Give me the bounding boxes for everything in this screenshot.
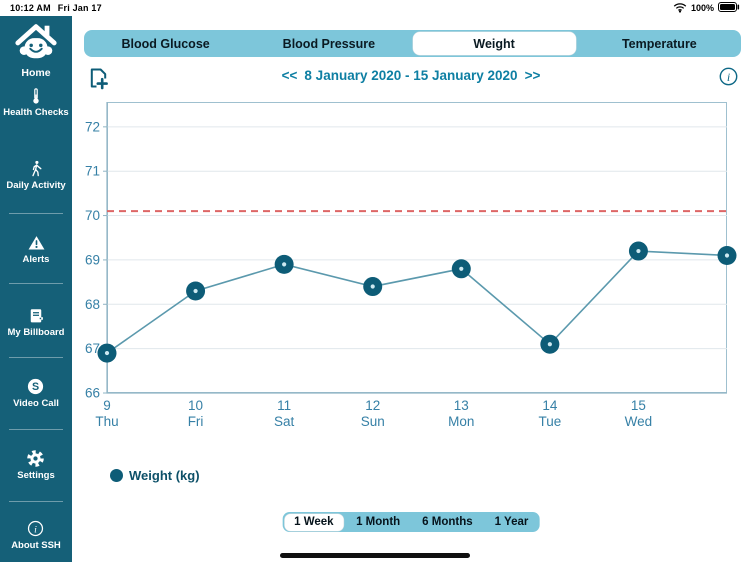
tab-weight[interactable]: Weight: [412, 32, 576, 55]
sidebar-item-label: Home: [21, 67, 51, 79]
range-option-1-year[interactable]: 1 Year: [494, 516, 529, 528]
x-tick-day-label: 11: [277, 398, 291, 413]
date-navigation: << 8 January 2020 - 15 January 2020 >>: [72, 68, 750, 83]
billboard-icon: [27, 307, 45, 325]
x-tick-day-label: 13: [454, 398, 469, 413]
tab-blood-glucose[interactable]: Blood Glucose: [121, 36, 210, 51]
sidebar-item-daily-activity[interactable]: Daily Activity: [6, 160, 66, 191]
sidebar-item-alerts[interactable]: Alerts: [22, 234, 50, 265]
add-record-icon: [90, 68, 108, 90]
sidebar-divider: [9, 501, 63, 502]
y-tick-label: 67: [85, 341, 100, 356]
y-tick-label: 68: [85, 297, 100, 312]
info-icon: i: [719, 67, 738, 86]
y-tick-label: 70: [85, 208, 100, 223]
chart-controls-row: << 8 January 2020 - 15 January 2020 >> i: [72, 64, 750, 92]
alert-triangle-icon: [27, 234, 46, 252]
data-point[interactable]: [628, 241, 648, 261]
next-week-button[interactable]: >>: [524, 68, 541, 83]
range-option-1-month[interactable]: 1 Month: [356, 516, 401, 528]
battery-percent: 100%: [690, 3, 714, 13]
x-tick-weekday-label: Thu: [95, 414, 118, 429]
y-tick-label: 69: [85, 252, 100, 267]
legend-label: Weight (kg): [129, 468, 200, 483]
sidebar-item-label: About SSH: [11, 540, 61, 551]
home-icon: [13, 19, 59, 65]
x-tick-day-label: 9: [103, 398, 111, 413]
sidebar-divider: [9, 357, 63, 358]
x-tick-weekday-label: Fri: [188, 414, 204, 429]
x-tick-weekday-label: Sat: [274, 414, 295, 429]
data-point[interactable]: [540, 334, 560, 354]
date-range-label: 8 January 2020 - 15 January 2020: [304, 68, 518, 83]
status-date: Fri Jan 17: [57, 3, 102, 13]
legend-marker-icon: [110, 469, 123, 482]
sidebar-item-my-billboard[interactable]: My Billboard: [7, 307, 65, 338]
range-option-6-months[interactable]: 6 Months: [422, 516, 473, 528]
prev-week-button[interactable]: <<: [281, 68, 298, 83]
x-tick-weekday-label: Tue: [538, 414, 561, 429]
sidebar-item-video-call[interactable]: S Video Call: [13, 377, 59, 409]
x-tick-weekday-label: Mon: [448, 414, 474, 429]
svg-text:i: i: [727, 70, 730, 84]
x-tick-day-label: 15: [631, 398, 646, 413]
sidebar-item-label: Daily Activity: [6, 180, 66, 191]
sidebar-item-label: Settings: [17, 470, 55, 481]
plot-border: [107, 102, 727, 393]
weight-chart: 66 67 68 69 70 71 72 9 Thu 10 Fri 11 Sat 12 Sun 13 Mon 14…: [72, 102, 750, 432]
data-point[interactable]: [186, 281, 206, 301]
gear-icon: [26, 449, 45, 468]
sidebar-item-health-checks[interactable]: Health Checks: [3, 87, 69, 118]
y-tick-label: 66: [85, 386, 100, 401]
walking-person-icon: [27, 160, 45, 178]
wifi-icon: [673, 2, 687, 15]
sidebar-divider: [9, 283, 63, 284]
y-tick-label: 72: [85, 119, 100, 134]
sidebar-item-home[interactable]: Home: [13, 19, 59, 79]
sidebar-item-label: Video Call: [13, 398, 59, 409]
battery-icon: [718, 2, 740, 14]
data-point[interactable]: [274, 254, 294, 274]
status-time: 10:12 AM: [10, 3, 51, 13]
add-record-button[interactable]: [87, 66, 111, 90]
main-content: Blood Glucose Blood Pressure Weight Tempera…: [72, 16, 750, 562]
sidebar-item-settings[interactable]: Settings: [17, 449, 55, 481]
tab-temperature[interactable]: Temperature: [621, 36, 697, 51]
x-tick-weekday-label: Wed: [625, 414, 653, 429]
sidebar-divider: [9, 429, 63, 430]
x-tick-day-label: 12: [365, 398, 380, 413]
axis-lines: [106, 102, 727, 394]
sidebar-item-label: My Billboard: [7, 327, 65, 338]
data-point[interactable]: [363, 277, 383, 297]
y-tick-label: 71: [85, 164, 100, 179]
skype-icon: S: [26, 377, 45, 396]
time-range-selector: 1 Week 1 Month 6 Months 1 Year: [282, 512, 540, 532]
svg-text:S: S: [32, 381, 39, 393]
range-option-1-week[interactable]: 1 Week: [284, 513, 344, 531]
x-tick-day-label: 14: [542, 398, 558, 413]
thermometer-icon: [27, 87, 45, 105]
data-point[interactable]: [97, 343, 117, 363]
svg-text:i: i: [35, 524, 38, 535]
status-bar: 10:12 AM Fri Jan 17 100%: [0, 0, 750, 16]
x-tick-weekday-label: Sun: [361, 414, 385, 429]
sidebar-item-label: Health Checks: [3, 107, 69, 118]
data-point[interactable]: [451, 259, 471, 279]
status-datetime: 10:12 AM Fri Jan 17: [10, 3, 102, 13]
weight-series-line: [106, 250, 728, 354]
sidebar-divider: [9, 213, 63, 214]
home-indicator-bar[interactable]: [280, 553, 470, 558]
sidebar-item-about-ssh[interactable]: i About SSH: [11, 519, 61, 551]
info-button[interactable]: i: [719, 67, 738, 86]
chart-legend: Weight (kg): [110, 468, 200, 483]
tab-blood-pressure[interactable]: Blood Pressure: [282, 36, 376, 51]
tab-bar: Blood Glucose Blood Pressure Weight Tempera…: [84, 30, 741, 57]
x-tick-day-label: 10: [188, 398, 203, 413]
sidebar: Home Health Checks Daily Activity Alerts My …: [0, 15, 72, 562]
sidebar-item-label: Alerts: [22, 254, 50, 265]
data-point[interactable]: [717, 245, 737, 265]
info-circle-icon: i: [26, 519, 45, 538]
